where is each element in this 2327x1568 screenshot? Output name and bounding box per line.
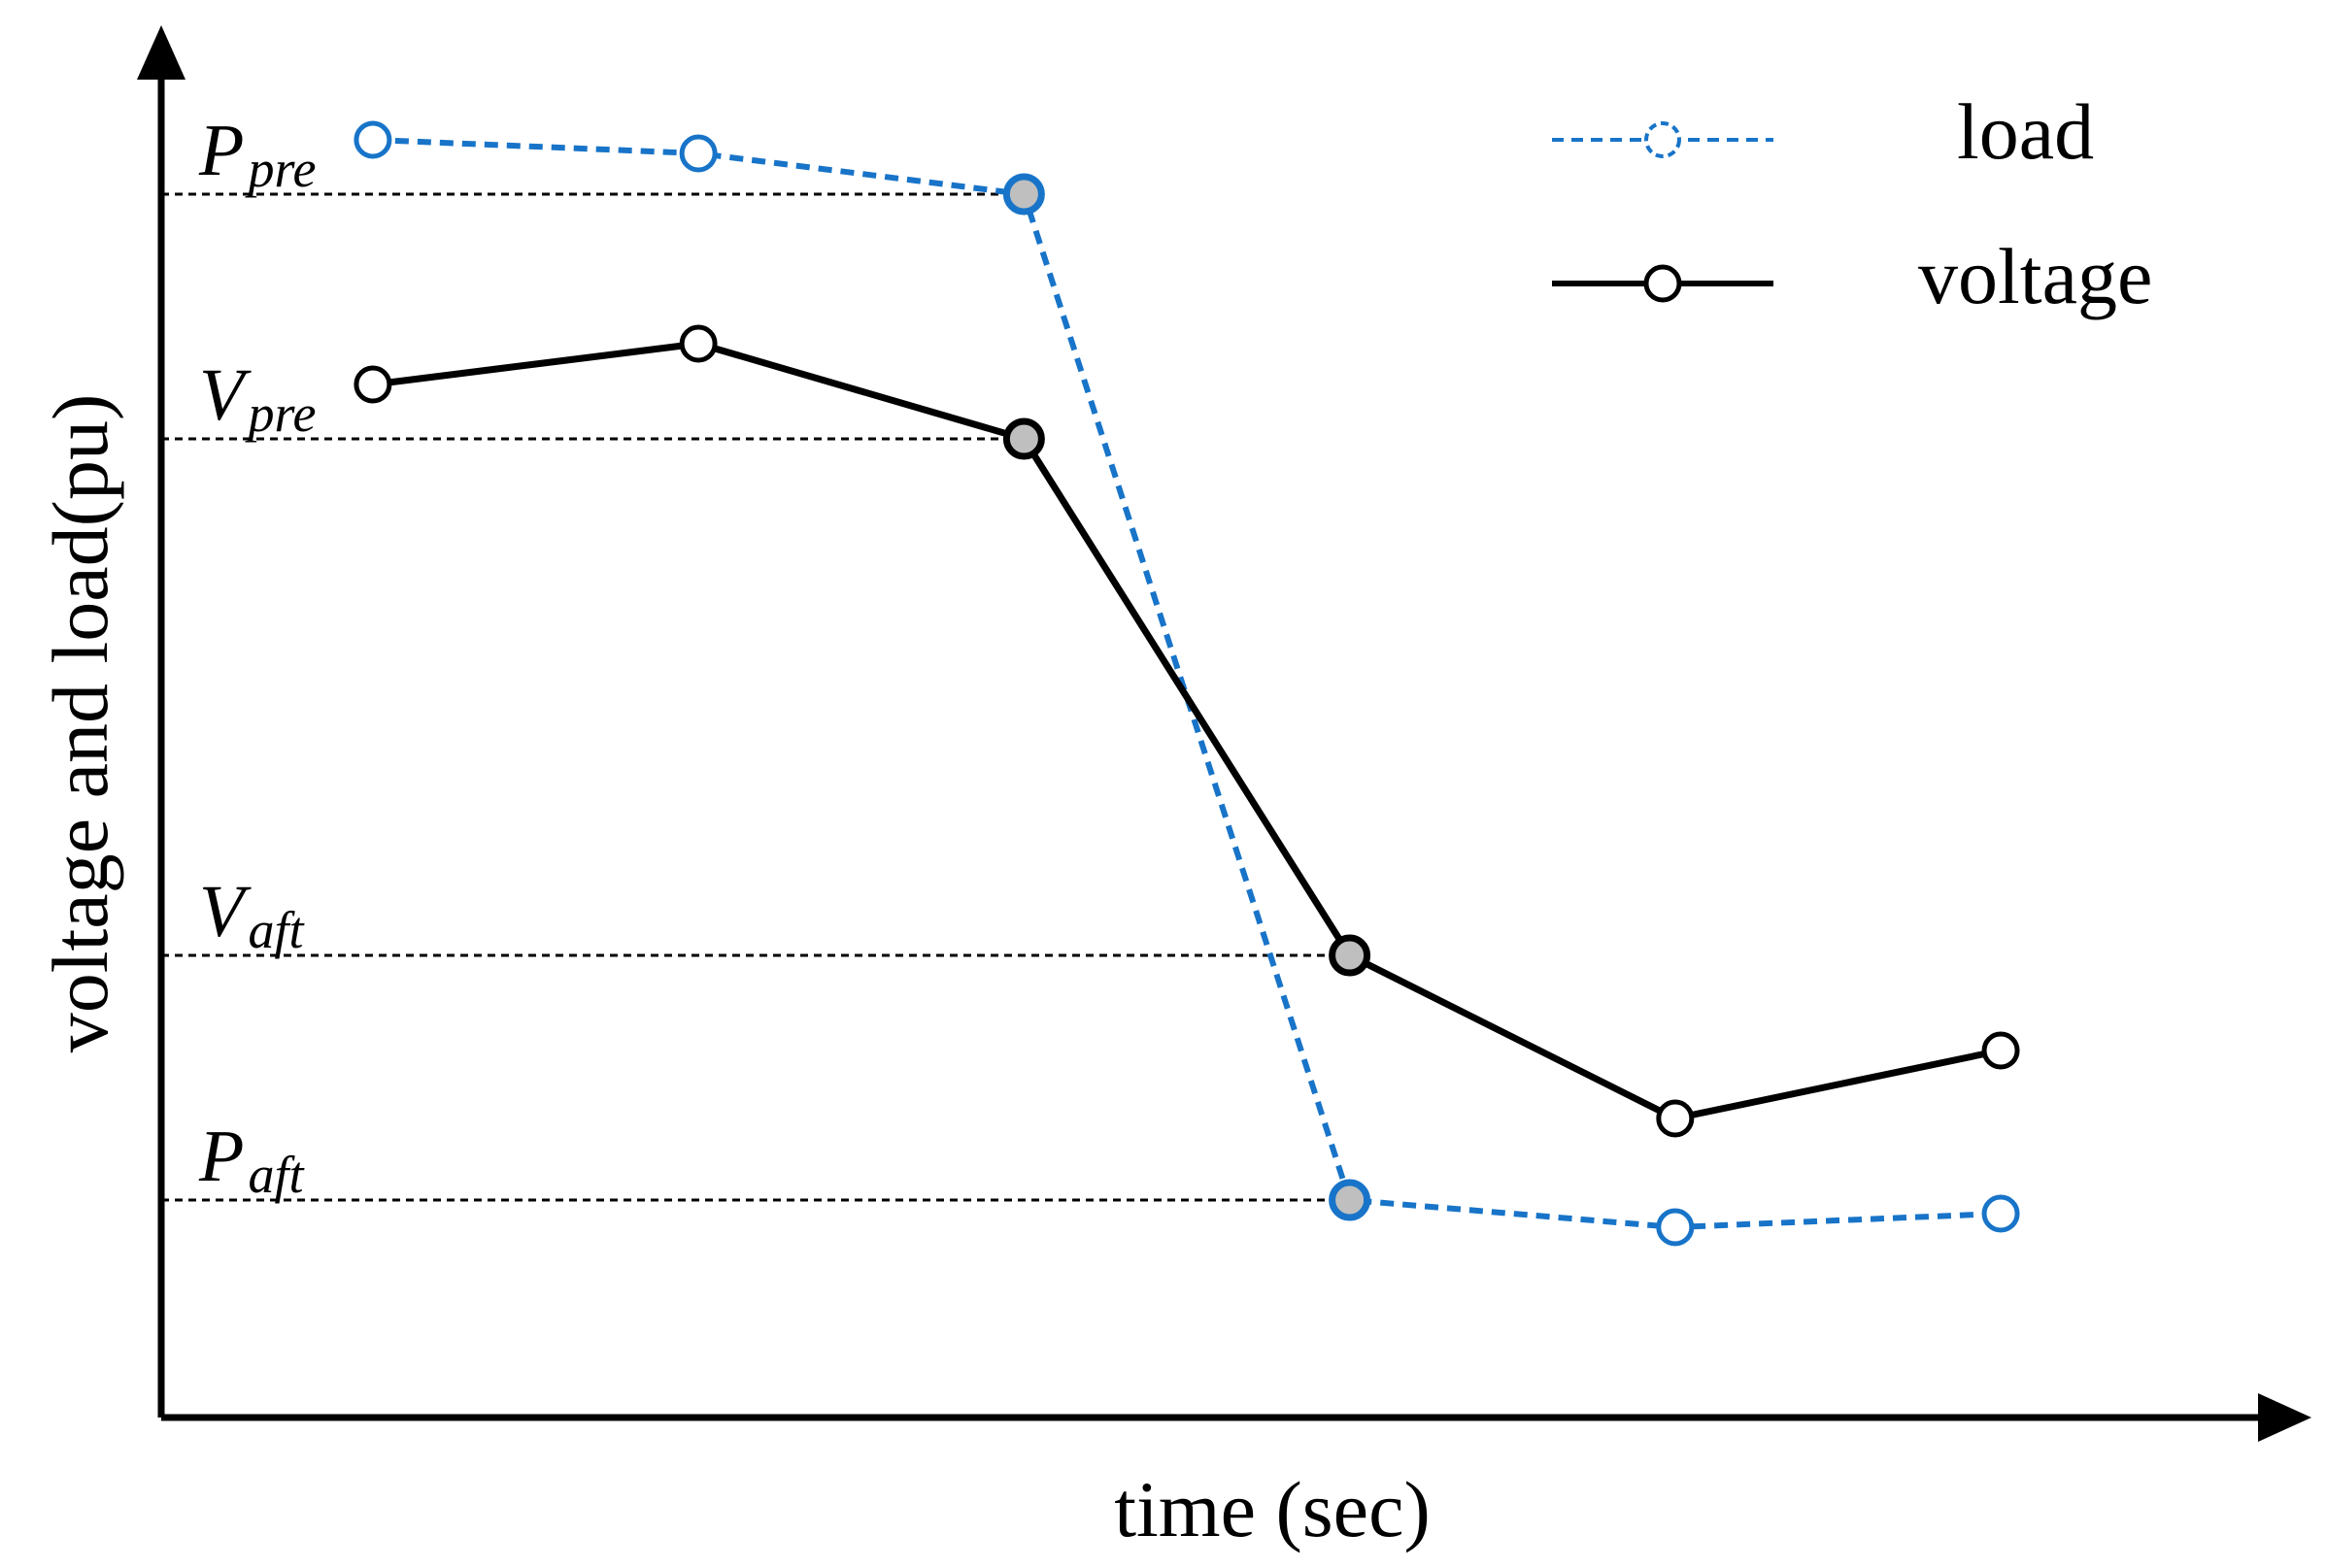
y-axis-label: voltage and load(pu) xyxy=(36,394,124,1053)
legend-load-label: load xyxy=(1957,87,2094,176)
point-voltage-3 xyxy=(1002,417,1045,460)
point-load-3 xyxy=(1002,173,1045,216)
x-axis-label: time (sec) xyxy=(1114,1465,1431,1553)
point-load-2 xyxy=(679,134,718,173)
point-voltage-5 xyxy=(1656,1099,1695,1138)
y-axis-arrow xyxy=(137,25,185,80)
reference-label-p-aft: Paft xyxy=(198,1116,305,1204)
legend-voltage-marker xyxy=(1643,264,1682,303)
point-voltage-1 xyxy=(354,365,392,404)
legend-load-marker xyxy=(1644,121,1681,158)
point-load-4 xyxy=(1329,1179,1371,1221)
reference-label-subscript: aft xyxy=(248,1146,305,1204)
reference-label-p-pre: Ppre xyxy=(198,110,316,198)
point-load-1 xyxy=(354,120,392,159)
reference-label-v-pre: Vpre xyxy=(199,354,316,443)
legend: load voltage xyxy=(1552,87,2152,320)
series-line-voltage xyxy=(372,340,2002,1122)
reference-label-v-aft: Vaft xyxy=(199,871,305,959)
point-load-6 xyxy=(1981,1194,2020,1233)
point-load-5 xyxy=(1656,1208,1695,1247)
reference-label-subscript: pre xyxy=(244,384,316,443)
point-voltage-2 xyxy=(679,324,718,363)
x-axis-arrow xyxy=(2258,1393,2311,1442)
reference-label-subscript: aft xyxy=(248,901,305,959)
series-points xyxy=(354,120,2020,1247)
legend-voltage-label: voltage xyxy=(1918,232,2152,320)
series-line-load xyxy=(372,137,2002,1230)
series-lines xyxy=(372,137,2002,1230)
point-voltage-4 xyxy=(1329,934,1371,977)
point-voltage-6 xyxy=(1981,1031,2020,1070)
reference-label-subscript: pre xyxy=(244,140,316,198)
